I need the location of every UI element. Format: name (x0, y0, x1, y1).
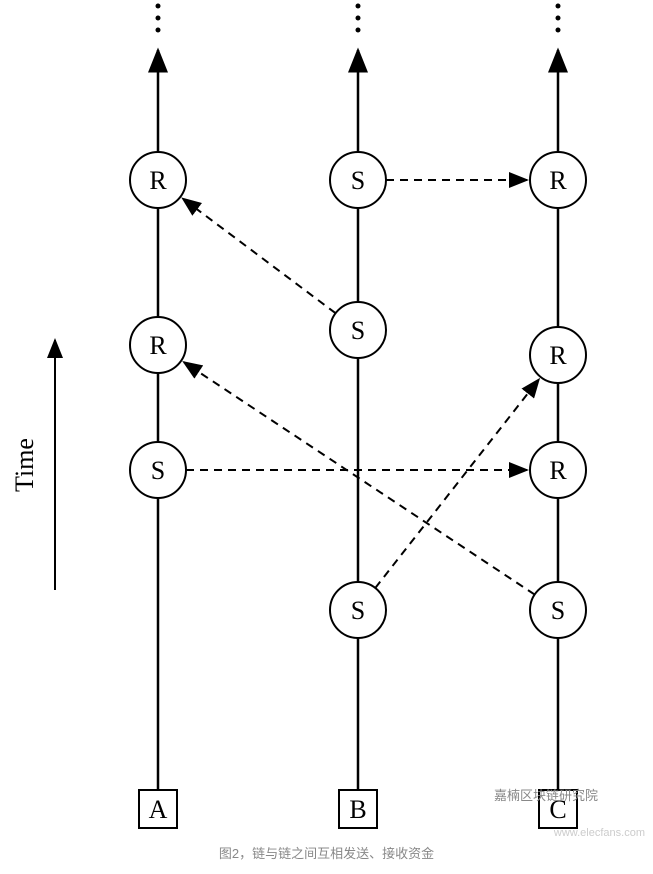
svg-text:R: R (549, 166, 567, 195)
watermark-url: www.elecfans.com (554, 827, 645, 839)
svg-text:R: R (549, 456, 567, 485)
svg-text:S: S (551, 596, 565, 625)
svg-text:A: A (149, 795, 168, 824)
svg-text:B: B (349, 795, 366, 824)
svg-text:S: S (351, 166, 365, 195)
svg-text:R: R (149, 331, 167, 360)
svg-text:S: S (351, 596, 365, 625)
svg-text:R: R (549, 341, 567, 370)
watermark-institute: 嘉楠区块链研究院 (494, 785, 598, 804)
figure-caption: 图2，链与链之间互相发送、接收资金 (0, 843, 653, 862)
chain-diagram: ABCTimeSRRSSSSRRR (0, 0, 653, 874)
svg-text:Time: Time (10, 438, 39, 492)
svg-text:S: S (151, 456, 165, 485)
svg-text:S: S (351, 316, 365, 345)
svg-text:R: R (149, 166, 167, 195)
